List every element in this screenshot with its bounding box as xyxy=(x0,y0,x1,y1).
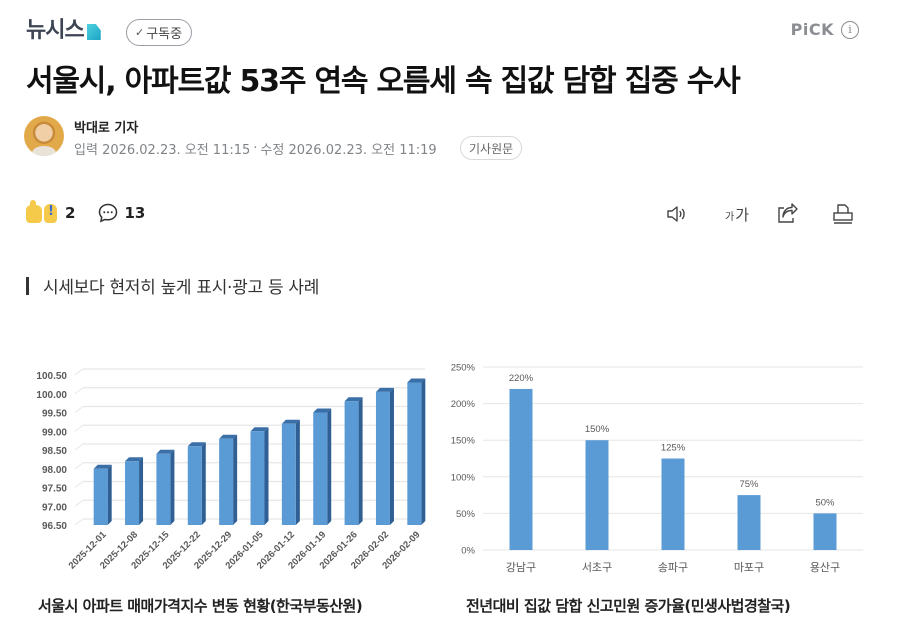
article-image-charts[interactable]: 96.50 97.00 97.50 98.00 98.50 99.00 99.50 100.0… xyxy=(20,340,890,640)
svg-text:125%: 125% xyxy=(661,443,686,454)
svg-text:96.50: 96.50 xyxy=(42,521,67,532)
article-toolbar: 가가 xyxy=(664,201,856,227)
print-icon xyxy=(833,204,853,224)
original-article-button[interactable]: 기사원문 xyxy=(460,136,523,160)
complaint-growth-chart: 0% 50% 100% 150% 200% 250% 220% 강남구 150% 서초구 125% 송… xyxy=(451,363,863,574)
svg-text:150%: 150% xyxy=(451,436,476,447)
svg-text:강남구: 강남구 xyxy=(506,561,536,574)
comment-icon[interactable] xyxy=(97,202,119,224)
tts-button[interactable] xyxy=(664,201,690,227)
pick-label: PiCK xyxy=(790,20,834,39)
edit-label: 수정 xyxy=(260,143,285,158)
article-title: 서울시, 아파트값 53주 연속 오름세 속 집값 담합 집중 수사 xyxy=(26,64,741,99)
input-time: 2026.02.23. 오전 11:15 xyxy=(102,143,251,158)
svg-text:99.00: 99.00 xyxy=(42,427,67,438)
svg-text:98.50: 98.50 xyxy=(42,446,67,457)
author-avatar[interactable] xyxy=(24,116,64,156)
logo-text: 뉴시스 xyxy=(26,18,85,43)
svg-text:99.50: 99.50 xyxy=(42,409,67,420)
print-button[interactable] xyxy=(830,201,856,227)
chart1-caption: 서울시 아파트 매매가격지수 변동 현황(한국부동산원) xyxy=(38,597,363,615)
chart2-caption: 전년대비 집값 담합 신고민원 증가율(민생사법경찰국) xyxy=(466,597,791,615)
info-icon[interactable]: i xyxy=(841,20,859,39)
share-button[interactable] xyxy=(774,201,800,227)
check-icon: ✓ xyxy=(135,26,145,39)
svg-text:150%: 150% xyxy=(585,424,610,435)
comment-count: 13 xyxy=(124,204,146,222)
article-dates: 입력 2026.02.23. 오전 11:15 · 수정 2026.02.23.… xyxy=(74,139,437,158)
svg-text:100.50: 100.50 xyxy=(36,371,67,382)
top-bar: 뉴시스 ✓ 구독중 PiCK i xyxy=(0,0,900,60)
section-subheading: 시세보다 현저히 높게 표시·광고 등 사례 xyxy=(26,273,319,298)
author-name[interactable]: 박대로 기자 xyxy=(74,121,139,136)
font-size-button[interactable]: 가가 xyxy=(720,201,754,227)
date-separator: · xyxy=(253,141,258,156)
svg-text:220%: 220% xyxy=(509,373,534,384)
svg-text:50%: 50% xyxy=(456,509,476,520)
reaction-bar: 2 13 xyxy=(26,200,146,225)
svg-text:98.00: 98.00 xyxy=(42,465,67,476)
reaction-count: 2 xyxy=(65,204,76,222)
price-index-chart: 96.50 97.00 97.50 98.00 98.50 99.00 99.50 100.0… xyxy=(36,368,426,571)
svg-text:100%: 100% xyxy=(451,472,476,483)
svg-text:50%: 50% xyxy=(815,497,835,508)
speaker-icon xyxy=(667,206,685,222)
newsis-logo[interactable]: 뉴시스 xyxy=(26,18,101,44)
subheading-text: 시세보다 현저히 높게 표시·광고 등 사례 xyxy=(43,278,320,298)
logo-mark-icon xyxy=(86,24,101,40)
exclamation-icon xyxy=(44,204,57,223)
subscribe-label: 구독중 xyxy=(146,27,183,42)
subheading-bar xyxy=(26,276,29,295)
svg-text:용산구: 용산구 xyxy=(810,561,840,574)
svg-text:97.50: 97.50 xyxy=(42,484,67,495)
thumbs-up-icon xyxy=(26,200,42,223)
input-label: 입력 xyxy=(74,143,98,158)
svg-text:250%: 250% xyxy=(451,363,476,374)
svg-text:100.00: 100.00 xyxy=(36,390,67,401)
edit-time: 2026.02.23. 오전 11:19 xyxy=(288,143,437,158)
font-size-icon: 가가 xyxy=(724,205,749,224)
svg-text:송파구: 송파구 xyxy=(658,561,688,574)
share-icon xyxy=(778,203,798,223)
pick-badge[interactable]: PiCK i xyxy=(791,20,859,39)
subscribe-button[interactable]: ✓ 구독중 xyxy=(126,19,193,46)
svg-text:0%: 0% xyxy=(461,546,475,557)
svg-text:200%: 200% xyxy=(451,399,476,410)
svg-text:마포구: 마포구 xyxy=(734,561,764,574)
svg-text:97.00: 97.00 xyxy=(42,502,67,513)
svg-text:75%: 75% xyxy=(739,479,759,490)
svg-text:서초구: 서초구 xyxy=(582,561,612,574)
reaction-icon[interactable] xyxy=(26,200,62,225)
